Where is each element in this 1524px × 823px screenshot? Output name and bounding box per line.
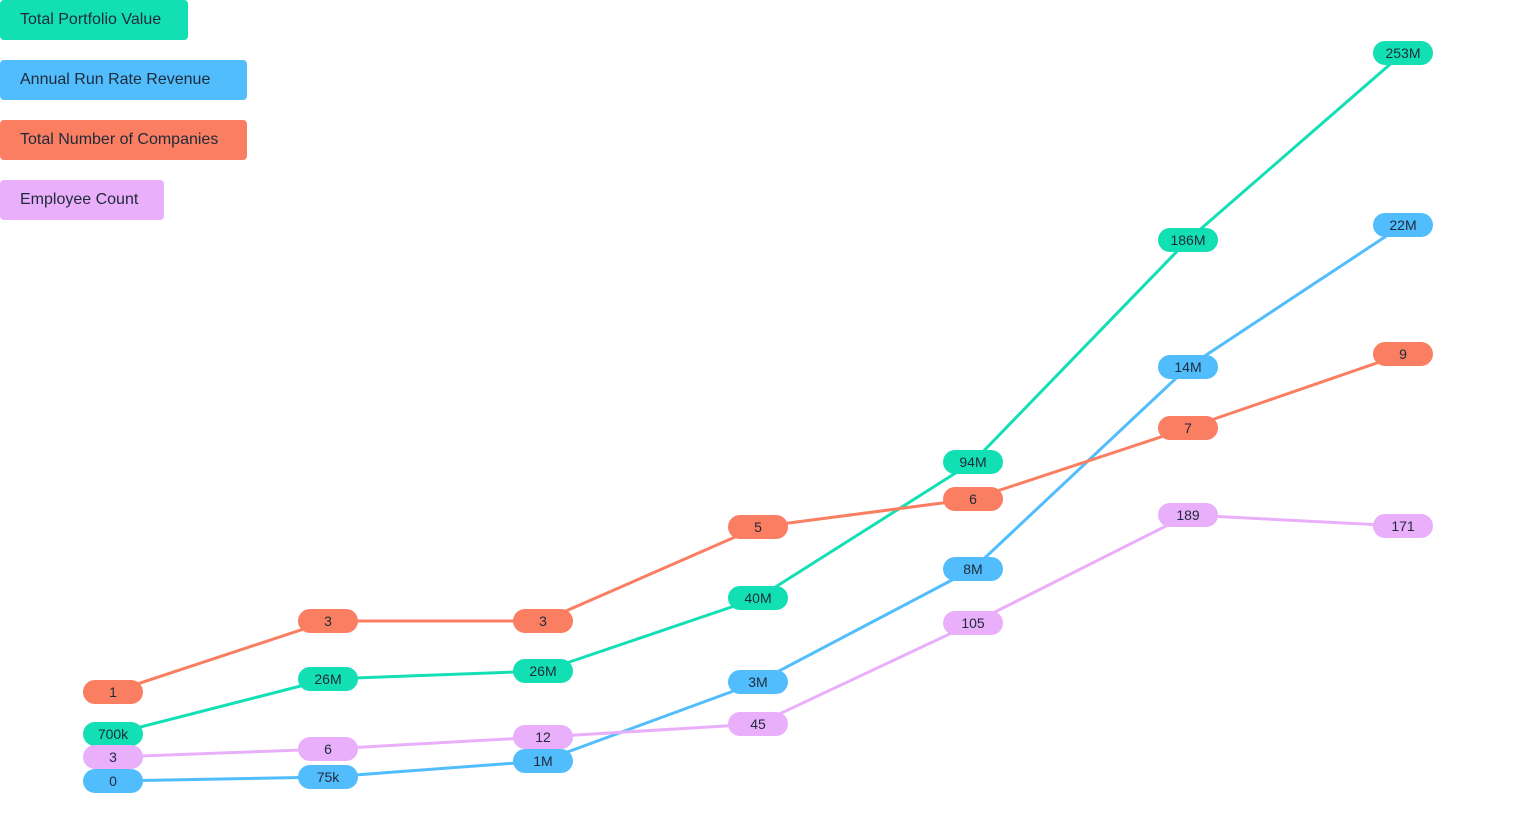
data-label-employee-count-1: 6 bbox=[324, 741, 332, 757]
data-pill-annual-run-rate-revenue-6 bbox=[1373, 213, 1433, 237]
data-pill-total-number-of-companies-0 bbox=[83, 680, 143, 704]
data-label-employee-count-6: 171 bbox=[1391, 518, 1415, 534]
data-pill-total-portfolio-value-5 bbox=[1158, 228, 1218, 252]
data-point-annual-run-rate-revenue-6[interactable]: 22M bbox=[1373, 213, 1433, 237]
data-point-annual-run-rate-revenue-4[interactable]: 8M bbox=[943, 557, 1003, 581]
legend-item-total-number-of-companies[interactable]: Total Number of Companies bbox=[0, 120, 247, 160]
data-pill-total-portfolio-value-2 bbox=[513, 659, 573, 683]
data-pill-total-portfolio-value-3 bbox=[728, 586, 788, 610]
series-line-annual-run-rate-revenue bbox=[112, 223, 1404, 783]
data-point-total-number-of-companies-2[interactable]: 3 bbox=[513, 609, 573, 633]
data-point-employee-count-2[interactable]: 12 bbox=[513, 725, 573, 749]
data-pill-total-portfolio-value-4 bbox=[943, 450, 1003, 474]
data-pill-annual-run-rate-revenue-3 bbox=[728, 670, 788, 694]
data-point-annual-run-rate-revenue-0[interactable]: 0 bbox=[83, 769, 143, 793]
data-point-total-portfolio-value-0[interactable]: 700k bbox=[83, 722, 143, 746]
data-label-total-portfolio-value-5: 186M bbox=[1170, 232, 1205, 248]
legend-item-annual-run-rate-revenue[interactable]: Annual Run Rate Revenue bbox=[0, 60, 247, 100]
data-pill-total-number-of-companies-4 bbox=[943, 487, 1003, 511]
data-pill-total-portfolio-value-0 bbox=[83, 722, 143, 746]
data-label-total-number-of-companies-2: 3 bbox=[539, 613, 547, 629]
data-point-employee-count-1[interactable]: 6 bbox=[298, 737, 358, 761]
data-label-total-number-of-companies-6: 9 bbox=[1399, 346, 1407, 362]
series-data-labels: 700k 26M 26M 40M 94M 186M 253M 0 75k 1M 3M 8M 14M 22M… bbox=[83, 41, 1433, 793]
data-point-employee-count-6[interactable]: 171 bbox=[1373, 514, 1433, 538]
data-pill-total-portfolio-value-6 bbox=[1373, 41, 1433, 65]
data-point-total-number-of-companies-1[interactable]: 3 bbox=[298, 609, 358, 633]
data-pill-total-number-of-companies-5 bbox=[1158, 416, 1218, 440]
data-pill-annual-run-rate-revenue-2 bbox=[513, 749, 573, 773]
data-label-annual-run-rate-revenue-4: 8M bbox=[963, 561, 982, 577]
data-label-annual-run-rate-revenue-3: 3M bbox=[748, 674, 767, 690]
data-pill-employee-count-1 bbox=[298, 737, 358, 761]
data-pill-annual-run-rate-revenue-1 bbox=[298, 765, 358, 789]
data-pill-employee-count-4 bbox=[943, 611, 1003, 635]
data-pill-annual-run-rate-revenue-4 bbox=[943, 557, 1003, 581]
data-point-total-portfolio-value-5[interactable]: 186M bbox=[1158, 228, 1218, 252]
data-pill-employee-count-6 bbox=[1373, 514, 1433, 538]
data-pill-total-number-of-companies-6 bbox=[1373, 342, 1433, 366]
data-pill-employee-count-5 bbox=[1158, 503, 1218, 527]
data-point-total-portfolio-value-6[interactable]: 253M bbox=[1373, 41, 1433, 65]
data-pill-total-portfolio-value-1 bbox=[298, 667, 358, 691]
data-pill-total-number-of-companies-3 bbox=[728, 515, 788, 539]
data-label-total-portfolio-value-3: 40M bbox=[744, 590, 771, 606]
data-point-total-portfolio-value-2[interactable]: 26M bbox=[513, 659, 573, 683]
data-point-total-number-of-companies-3[interactable]: 5 bbox=[728, 515, 788, 539]
data-pill-employee-count-0 bbox=[83, 745, 143, 769]
data-pill-total-number-of-companies-2 bbox=[513, 609, 573, 633]
data-label-total-portfolio-value-4: 94M bbox=[959, 454, 986, 470]
data-label-total-portfolio-value-2: 26M bbox=[529, 663, 556, 679]
data-label-total-number-of-companies-4: 6 bbox=[969, 491, 977, 507]
data-pill-annual-run-rate-revenue-5 bbox=[1158, 355, 1218, 379]
data-label-employee-count-2: 12 bbox=[535, 729, 551, 745]
data-point-total-portfolio-value-1[interactable]: 26M bbox=[298, 667, 358, 691]
data-point-total-number-of-companies-4[interactable]: 6 bbox=[943, 487, 1003, 511]
data-point-employee-count-3[interactable]: 45 bbox=[728, 712, 788, 736]
data-point-total-portfolio-value-3[interactable]: 40M bbox=[728, 586, 788, 610]
data-label-annual-run-rate-revenue-2: 1M bbox=[533, 753, 552, 769]
data-point-total-portfolio-value-4[interactable]: 94M bbox=[943, 450, 1003, 474]
data-point-total-number-of-companies-5[interactable]: 7 bbox=[1158, 416, 1218, 440]
data-pill-employee-count-3 bbox=[728, 712, 788, 736]
data-label-employee-count-5: 189 bbox=[1176, 507, 1200, 523]
data-point-annual-run-rate-revenue-1[interactable]: 75k bbox=[298, 765, 358, 789]
data-label-total-portfolio-value-1: 26M bbox=[314, 671, 341, 687]
data-point-annual-run-rate-revenue-2[interactable]: 1M bbox=[513, 749, 573, 773]
data-point-total-number-of-companies-0[interactable]: 1 bbox=[83, 680, 143, 704]
data-point-annual-run-rate-revenue-5[interactable]: 14M bbox=[1158, 355, 1218, 379]
data-label-annual-run-rate-revenue-6: 22M bbox=[1389, 217, 1416, 233]
data-pill-total-number-of-companies-1 bbox=[298, 609, 358, 633]
data-point-employee-count-4[interactable]: 105 bbox=[943, 611, 1003, 635]
data-label-total-number-of-companies-3: 5 bbox=[754, 519, 762, 535]
data-label-annual-run-rate-revenue-1: 75k bbox=[317, 769, 341, 785]
data-label-employee-count-3: 45 bbox=[750, 716, 766, 732]
data-label-total-number-of-companies-5: 7 bbox=[1184, 420, 1192, 436]
data-point-annual-run-rate-revenue-3[interactable]: 3M bbox=[728, 670, 788, 694]
legend-item-total-portfolio-value[interactable]: Total Portfolio Value bbox=[0, 0, 188, 40]
data-label-total-portfolio-value-6: 253M bbox=[1385, 45, 1420, 61]
data-label-total-number-of-companies-1: 3 bbox=[324, 613, 332, 629]
data-label-employee-count-0: 3 bbox=[109, 749, 117, 765]
data-label-employee-count-4: 105 bbox=[961, 615, 985, 631]
data-pill-employee-count-2 bbox=[513, 725, 573, 749]
data-label-annual-run-rate-revenue-5: 14M bbox=[1174, 359, 1201, 375]
data-point-total-number-of-companies-6[interactable]: 9 bbox=[1373, 342, 1433, 366]
data-pill-annual-run-rate-revenue-0 bbox=[83, 769, 143, 793]
data-point-employee-count-0[interactable]: 3 bbox=[83, 745, 143, 769]
data-label-total-portfolio-value-0: 700k bbox=[98, 726, 129, 742]
legend-item-employee-count[interactable]: Employee Count bbox=[0, 180, 164, 220]
data-label-total-number-of-companies-0: 1 bbox=[109, 684, 117, 700]
data-point-employee-count-5[interactable]: 189 bbox=[1158, 503, 1218, 527]
data-label-annual-run-rate-revenue-0: 0 bbox=[109, 773, 117, 789]
